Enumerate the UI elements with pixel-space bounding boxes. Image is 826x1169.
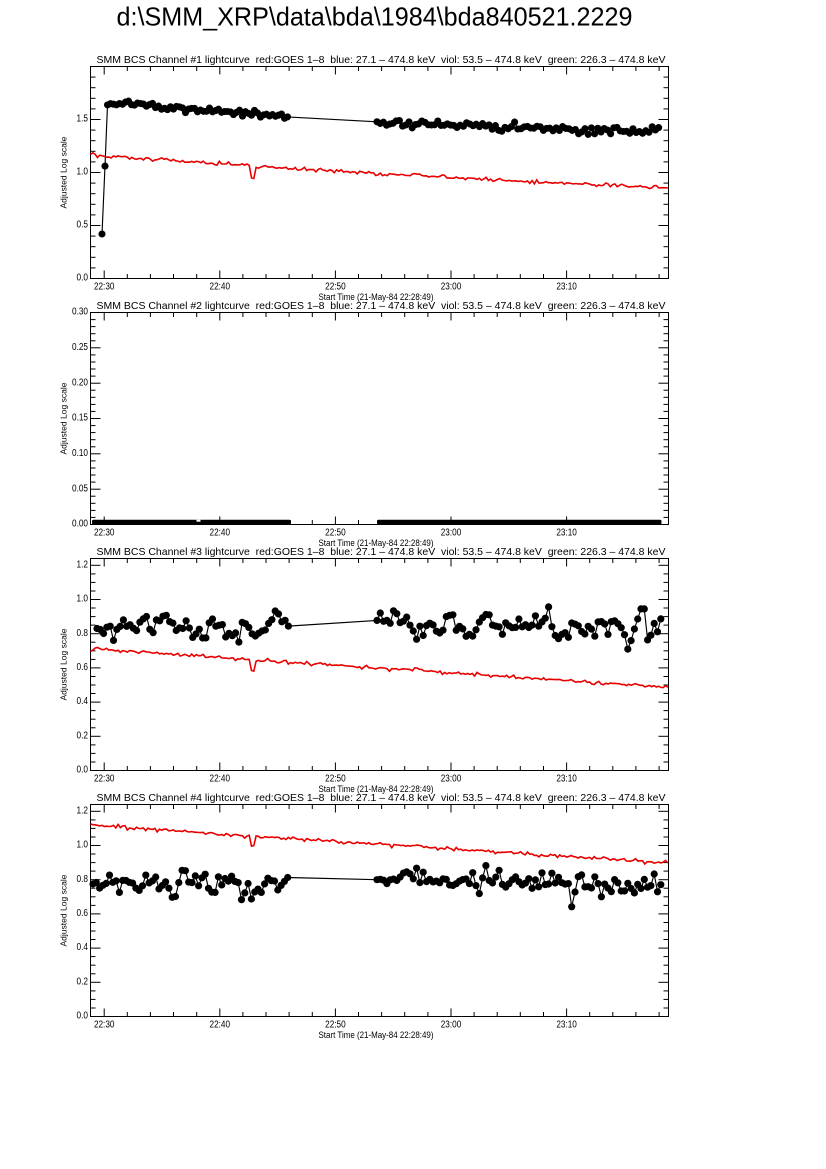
svg-text:Adjusted Log scale: Adjusted Log scale — [59, 136, 69, 208]
svg-text:22:50: 22:50 — [325, 1019, 346, 1030]
svg-text:0.00: 0.00 — [72, 519, 88, 530]
svg-text:23:10: 23:10 — [556, 1019, 577, 1030]
svg-text:0.15: 0.15 — [72, 413, 88, 424]
svg-text:0.10: 0.10 — [72, 448, 88, 459]
svg-text:1.0: 1.0 — [77, 594, 89, 605]
svg-text:Start Time (21-May-84 22:28:49: Start Time (21-May-84 22:28:49) — [319, 784, 434, 794]
svg-text:SMM BCS Channel #2 lightcurve: SMM BCS Channel #2 lightcurve red:GOES 1… — [97, 301, 666, 312]
svg-text:1.5: 1.5 — [77, 114, 89, 125]
svg-text:22:30: 22:30 — [94, 281, 115, 292]
svg-text:23:00: 23:00 — [441, 773, 462, 784]
svg-text:1.2: 1.2 — [77, 805, 89, 816]
svg-text:22:50: 22:50 — [325, 281, 346, 292]
svg-text:0.25: 0.25 — [72, 342, 88, 353]
svg-text:23:10: 23:10 — [556, 527, 577, 538]
svg-text:22:30: 22:30 — [94, 527, 115, 538]
svg-text:0.05: 0.05 — [72, 483, 88, 494]
svg-text:SMM BCS Channel #3 lightcurve: SMM BCS Channel #3 lightcurve red:GOES 1… — [97, 547, 666, 558]
svg-text:Start Time (21-May-84 22:28:49: Start Time (21-May-84 22:28:49) — [319, 292, 434, 302]
svg-text:Adjusted Log scale: Adjusted Log scale — [59, 874, 69, 946]
svg-text:22:40: 22:40 — [210, 527, 231, 538]
svg-text:0.4: 0.4 — [77, 942, 89, 953]
svg-text:23:00: 23:00 — [441, 527, 462, 538]
svg-text:0.0: 0.0 — [77, 765, 89, 776]
svg-text:0.5: 0.5 — [77, 220, 89, 231]
svg-text:SMM BCS Channel #1 lightcurve: SMM BCS Channel #1 lightcurve red:GOES 1… — [97, 55, 666, 66]
svg-text:23:00: 23:00 — [441, 281, 462, 292]
svg-text:Start Time (21-May-84 22:28:49: Start Time (21-May-84 22:28:49) — [319, 538, 434, 548]
svg-text:0.30: 0.30 — [72, 307, 88, 318]
svg-text:23:10: 23:10 — [556, 281, 577, 292]
svg-text:Adjusted Log scale: Adjusted Log scale — [59, 628, 69, 700]
svg-text:22:40: 22:40 — [210, 1019, 231, 1030]
svg-text:0.0: 0.0 — [77, 1011, 89, 1022]
svg-text:0.4: 0.4 — [77, 696, 89, 707]
svg-text:Adjusted Log scale: Adjusted Log scale — [59, 382, 69, 454]
svg-text:22:50: 22:50 — [325, 527, 346, 538]
svg-text:0.8: 0.8 — [77, 874, 89, 885]
svg-text:Start Time (21-May-84 22:28:49: Start Time (21-May-84 22:28:49) — [319, 1030, 434, 1040]
svg-text:0.8: 0.8 — [77, 628, 89, 639]
svg-text:22:50: 22:50 — [325, 773, 346, 784]
svg-text:0.0: 0.0 — [77, 273, 89, 284]
svg-text:23:10: 23:10 — [556, 773, 577, 784]
svg-text:SMM BCS Channel #4 lightcurve: SMM BCS Channel #4 lightcurve red:GOES 1… — [97, 793, 666, 804]
svg-text:22:30: 22:30 — [94, 1019, 115, 1030]
svg-text:1.0: 1.0 — [77, 167, 89, 178]
svg-text:0.2: 0.2 — [77, 976, 89, 987]
svg-text:22:40: 22:40 — [210, 281, 231, 292]
svg-text:0.6: 0.6 — [77, 662, 89, 673]
svg-text:1.0: 1.0 — [77, 840, 89, 851]
svg-text:1.2: 1.2 — [77, 559, 89, 570]
svg-text:0.6: 0.6 — [77, 908, 89, 919]
svg-text:0.2: 0.2 — [77, 730, 89, 741]
svg-text:23:00: 23:00 — [441, 1019, 462, 1030]
svg-text:0.20: 0.20 — [72, 377, 88, 388]
svg-text:22:30: 22:30 — [94, 773, 115, 784]
svg-text:d:\SMM_XRP\data\bda\1984\bda84: d:\SMM_XRP\data\bda\1984\bda840521.2229 — [117, 2, 633, 32]
svg-text:22:40: 22:40 — [210, 773, 231, 784]
